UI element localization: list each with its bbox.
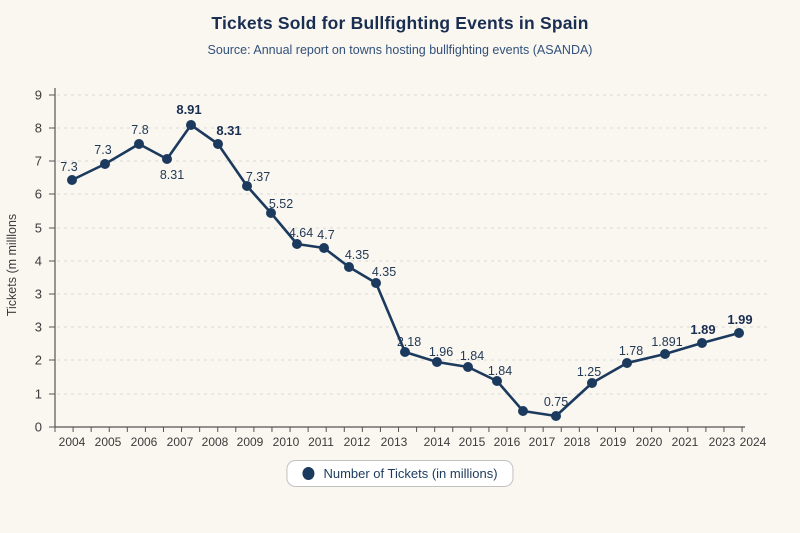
- y-tick-label: 5: [35, 221, 42, 236]
- data-point: [292, 239, 302, 249]
- x-tick-label: 2006: [131, 435, 158, 449]
- y-axis-title: Tickets (m milllons: [5, 214, 19, 316]
- x-tick-label: 2017: [529, 435, 556, 449]
- data-point-label: 1.78: [619, 344, 643, 358]
- data-point-label: 4.35: [345, 248, 369, 262]
- data-point: [371, 278, 381, 288]
- data-point-label: 4.64: [289, 226, 313, 240]
- x-tick-label: 2011: [308, 435, 334, 449]
- data-point: [697, 338, 707, 348]
- data-point-label: 1.99: [727, 312, 752, 327]
- data-point: [463, 362, 473, 372]
- data-point: [319, 243, 329, 253]
- data-point: [213, 139, 223, 149]
- x-tick-label: 2009: [237, 435, 264, 449]
- x-tick-label: 2020: [636, 435, 663, 449]
- x-tick-label: 2015: [459, 435, 486, 449]
- x-tick-label: 2023: [709, 435, 736, 449]
- data-point-label: 1.89: [690, 322, 715, 337]
- x-tick-label: 2007: [167, 435, 194, 449]
- x-tick-label: 2008: [202, 435, 229, 449]
- y-tick-label: 1: [35, 387, 42, 402]
- x-tick-label: 2014: [424, 435, 451, 449]
- data-point: [344, 262, 354, 272]
- y-tick-label: 7: [35, 154, 42, 169]
- data-point: [67, 175, 77, 185]
- y-tick-label: 2: [35, 353, 42, 368]
- legend-marker-icon: [302, 467, 315, 480]
- data-point: [162, 154, 172, 164]
- y-tick-label: 9: [35, 88, 42, 103]
- data-point-label: 7.3: [94, 143, 111, 157]
- data-point-label: 2.18: [397, 335, 421, 349]
- chart-header: Tickets Sold for Bullfighting Events in …: [0, 0, 800, 57]
- y-tick-label: 3: [35, 287, 42, 302]
- data-point-label: 5.52: [269, 197, 293, 211]
- x-tick-label: 2012: [344, 435, 371, 449]
- x-tick-label: 2005: [95, 435, 122, 449]
- data-point: [100, 159, 110, 169]
- data-point: [242, 181, 252, 191]
- x-tick-label: 2021: [672, 435, 699, 449]
- data-point-label: 4.35: [372, 265, 396, 279]
- data-point: [734, 328, 744, 338]
- data-point: [587, 378, 597, 388]
- data-point-label: 1.25: [577, 365, 601, 379]
- x-tick-label: 2024: [740, 435, 767, 449]
- x-tick-label: 2018: [564, 435, 591, 449]
- data-point-label: 8.31: [216, 123, 241, 138]
- page-title: Tickets Sold for Bullfighting Events in …: [211, 13, 589, 33]
- legend-item-tickets[interactable]: Number of Tickets (in millions): [286, 460, 514, 487]
- data-point-label: 7.8: [131, 123, 148, 137]
- y-tick-label: 4: [35, 254, 42, 269]
- y-tick-label: 8: [35, 121, 42, 136]
- data-point-label: 8.91: [176, 102, 201, 117]
- data-point: [551, 411, 561, 421]
- data-point: [400, 347, 410, 357]
- data-point-label: 7.3: [60, 160, 77, 174]
- data-point-label: 1.891: [651, 335, 682, 349]
- data-point-label: 4.7: [317, 228, 334, 242]
- data-point: [518, 406, 528, 416]
- data-point-label: 1.84: [488, 364, 512, 378]
- x-tick-label: 2019: [600, 435, 627, 449]
- data-point-label: 1.96: [429, 345, 453, 359]
- y-tick-label: 0: [35, 420, 42, 435]
- chart-source: Source: Annual report on towns hosting b…: [207, 43, 593, 57]
- data-point-label: 8.31: [160, 168, 184, 182]
- data-point-label: 0.75: [544, 395, 568, 409]
- x-tick-label: 2016: [494, 435, 521, 449]
- x-tick-label: 2004: [59, 435, 86, 449]
- data-point-label: 1.84: [460, 349, 484, 363]
- x-tick-label: 2013: [381, 435, 408, 449]
- data-point: [432, 357, 442, 367]
- legend-label: Number of Tickets (in millions): [323, 466, 498, 481]
- data-point: [186, 120, 196, 130]
- data-point-label: 7.37: [246, 170, 270, 184]
- data-point: [622, 358, 632, 368]
- y-tick-label: 3: [35, 320, 42, 335]
- data-point: [492, 376, 502, 386]
- x-tick-label: 2010: [273, 435, 300, 449]
- y-tick-label: 6: [35, 187, 42, 202]
- data-point: [660, 349, 670, 359]
- data-point: [134, 139, 144, 149]
- data-point: [266, 208, 276, 218]
